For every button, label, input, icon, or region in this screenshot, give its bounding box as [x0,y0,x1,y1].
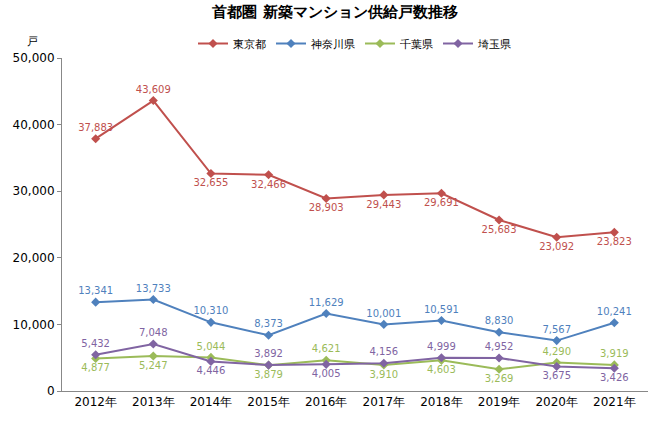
svg-text:2019年: 2019年 [478,395,521,409]
svg-text:4,446: 4,446 [197,365,226,376]
svg-text:4,621: 4,621 [312,343,341,354]
svg-text:4,156: 4,156 [369,346,398,357]
svg-text:10,591: 10,591 [424,304,459,315]
svg-text:8,830: 8,830 [485,315,514,326]
svg-text:埼玉県: 埼玉県 [477,38,511,51]
svg-text:40,000: 40,000 [13,118,55,132]
svg-text:20,000: 20,000 [13,251,55,265]
svg-text:5,432: 5,432 [81,338,110,349]
svg-text:5,044: 5,044 [197,341,226,352]
svg-text:4,603: 4,603 [427,364,456,375]
svg-text:13,341: 13,341 [78,285,113,296]
svg-text:10,001: 10,001 [366,308,401,319]
svg-text:3,892: 3,892 [254,348,283,359]
svg-text:2021年: 2021年 [593,395,636,409]
svg-text:32,466: 32,466 [251,179,286,190]
svg-text:37,883: 37,883 [78,122,113,133]
svg-text:2015年: 2015年 [247,395,290,409]
svg-text:2013年: 2013年 [132,395,175,409]
svg-text:2016年: 2016年 [305,395,348,409]
svg-text:4,877: 4,877 [81,362,110,373]
svg-text:29,691: 29,691 [424,197,459,208]
svg-text:2017年: 2017年 [363,395,406,409]
svg-text:4,999: 4,999 [427,341,456,352]
svg-text:10,000: 10,000 [13,318,55,332]
svg-text:7,567: 7,567 [542,324,571,335]
svg-text:10,241: 10,241 [597,306,632,317]
svg-text:2014年: 2014年 [190,395,233,409]
svg-text:東京都: 東京都 [233,38,266,51]
svg-text:4,952: 4,952 [485,341,514,352]
svg-text:3,426: 3,426 [600,372,629,383]
svg-text:戸: 戸 [27,35,38,48]
svg-text:23,823: 23,823 [597,236,632,247]
svg-text:28,903: 28,903 [309,202,344,213]
svg-text:2020年: 2020年 [535,395,578,409]
svg-text:3,269: 3,269 [485,373,514,384]
svg-text:11,629: 11,629 [309,297,344,308]
svg-text:43,609: 43,609 [136,84,171,95]
svg-text:首都圏 新築マンション供給戸数推移: 首都圏 新築マンション供給戸数推移 [211,3,457,21]
svg-text:50,000: 50,000 [13,51,55,65]
svg-text:3,910: 3,910 [369,369,398,380]
svg-text:23,092: 23,092 [539,241,574,252]
svg-text:4,005: 4,005 [312,368,341,379]
svg-text:29,443: 29,443 [366,199,401,210]
svg-text:32,655: 32,655 [193,177,228,188]
svg-text:神奈川県: 神奈川県 [311,38,355,51]
svg-text:4,290: 4,290 [542,346,571,357]
svg-text:千葉県: 千葉県 [400,38,433,51]
svg-text:10,310: 10,310 [193,305,228,316]
svg-text:2012年: 2012年 [74,395,117,409]
svg-text:5,247: 5,247 [139,360,168,371]
svg-text:30,000: 30,000 [13,184,55,198]
svg-text:3,919: 3,919 [600,348,629,359]
svg-text:2018年: 2018年 [420,395,463,409]
svg-text:3,675: 3,675 [542,370,571,381]
svg-text:25,683: 25,683 [482,224,517,235]
svg-text:3,879: 3,879 [254,369,283,380]
svg-text:13,733: 13,733 [136,283,171,294]
svg-text:0: 0 [47,384,55,398]
svg-text:8,373: 8,373 [254,318,283,329]
svg-text:7,048: 7,048 [139,327,168,338]
